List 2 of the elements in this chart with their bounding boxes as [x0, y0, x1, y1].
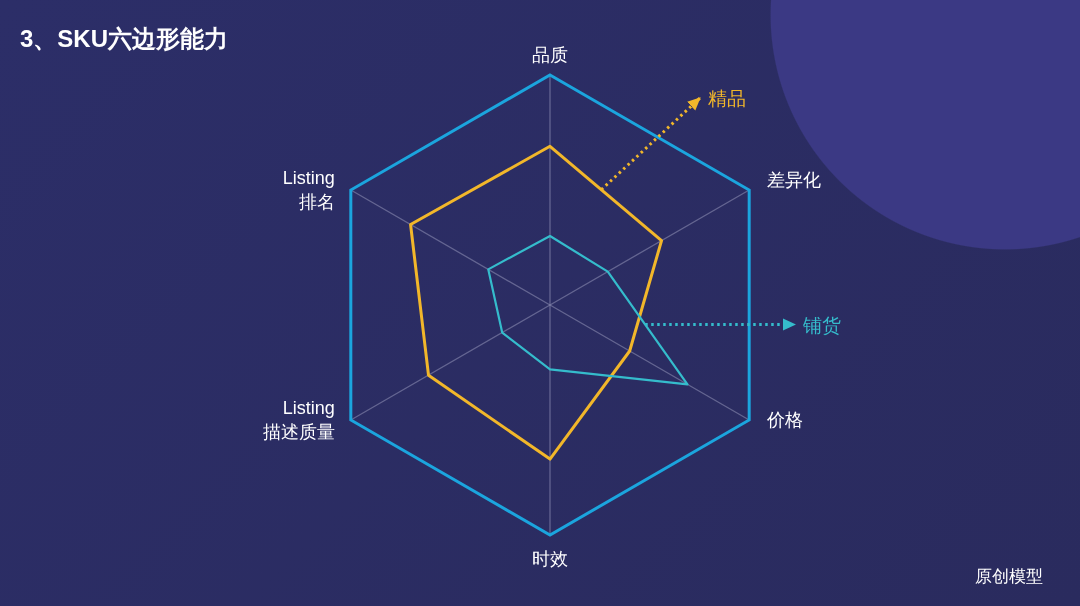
annotation: 原创模型: [975, 567, 1043, 586]
title: 3、SKU六边形能力: [20, 25, 229, 52]
